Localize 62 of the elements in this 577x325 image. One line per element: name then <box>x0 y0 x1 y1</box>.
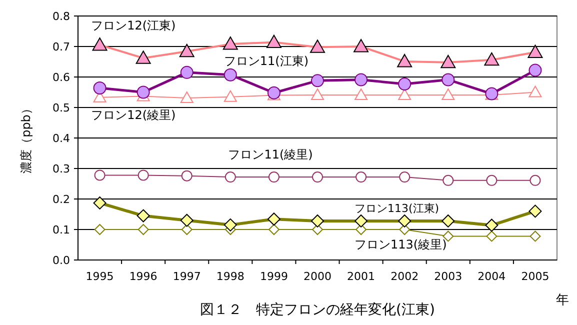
y-tick-label: 0.4 <box>52 132 70 145</box>
series-label: フロン113(綾里) <box>354 237 447 252</box>
series-label: フロン11(江東) <box>224 54 309 68</box>
y-tick-label: 0.2 <box>52 193 70 206</box>
point <box>268 172 280 183</box>
x-tick-label: 1995 <box>86 270 114 283</box>
point <box>530 174 541 186</box>
point <box>528 86 542 98</box>
point <box>224 68 237 82</box>
point <box>354 73 368 86</box>
point <box>311 74 324 88</box>
point <box>530 230 541 242</box>
x-tick-label: 2003 <box>434 270 462 283</box>
point <box>93 81 106 94</box>
x-tick-label: 2000 <box>304 270 332 283</box>
series-label: フロン113(江東) <box>354 202 440 216</box>
y-tick-label: 0.5 <box>52 102 70 114</box>
y-axis-title: 濃度（ppb） <box>19 102 33 174</box>
point <box>181 170 192 182</box>
y-tick-label: 0.1 <box>52 224 70 236</box>
point <box>138 224 149 235</box>
x-tick-label: 1999 <box>260 270 288 283</box>
point <box>224 172 236 183</box>
y-tick-label: 0.6 <box>52 71 70 84</box>
point <box>311 88 324 100</box>
point <box>486 230 498 242</box>
point <box>180 66 194 79</box>
point <box>224 90 237 102</box>
point <box>312 172 323 183</box>
point <box>398 88 412 100</box>
point <box>138 170 149 181</box>
point <box>94 224 106 235</box>
point <box>442 73 455 86</box>
point <box>398 78 412 91</box>
series-label: フロン12(綾里) <box>91 108 176 122</box>
point <box>268 224 280 235</box>
x-tick-label: 2004 <box>478 270 506 283</box>
y-tick-label: 0.3 <box>52 162 70 176</box>
x-tick-label: 1997 <box>172 270 201 283</box>
y-tick-label: 0.0 <box>52 254 70 267</box>
y-tick-label: 0.8 <box>52 10 70 23</box>
point <box>442 88 455 100</box>
point <box>399 172 410 183</box>
x-tick-label: 2001 <box>347 270 376 283</box>
x-axis-title: 年 <box>556 293 569 308</box>
x-tick-label: 2005 <box>521 270 550 283</box>
point <box>528 64 542 77</box>
y-tick-label: 0.7 <box>52 40 70 54</box>
point <box>356 172 367 183</box>
series-label: フロン12(江東) <box>91 18 176 33</box>
x-tick-label: 2002 <box>390 270 419 283</box>
x-tick-label: 1996 <box>129 270 158 283</box>
point <box>486 174 498 186</box>
point <box>354 88 368 100</box>
series-label: フロン11(綾里) <box>228 147 313 162</box>
x-tick-label: 1998 <box>216 270 244 283</box>
text: 図１２ 特定フロンの経年変化(江東) <box>200 302 435 318</box>
point <box>181 224 192 235</box>
point <box>136 86 150 99</box>
point <box>94 170 106 181</box>
point <box>180 92 194 104</box>
point <box>442 174 454 186</box>
